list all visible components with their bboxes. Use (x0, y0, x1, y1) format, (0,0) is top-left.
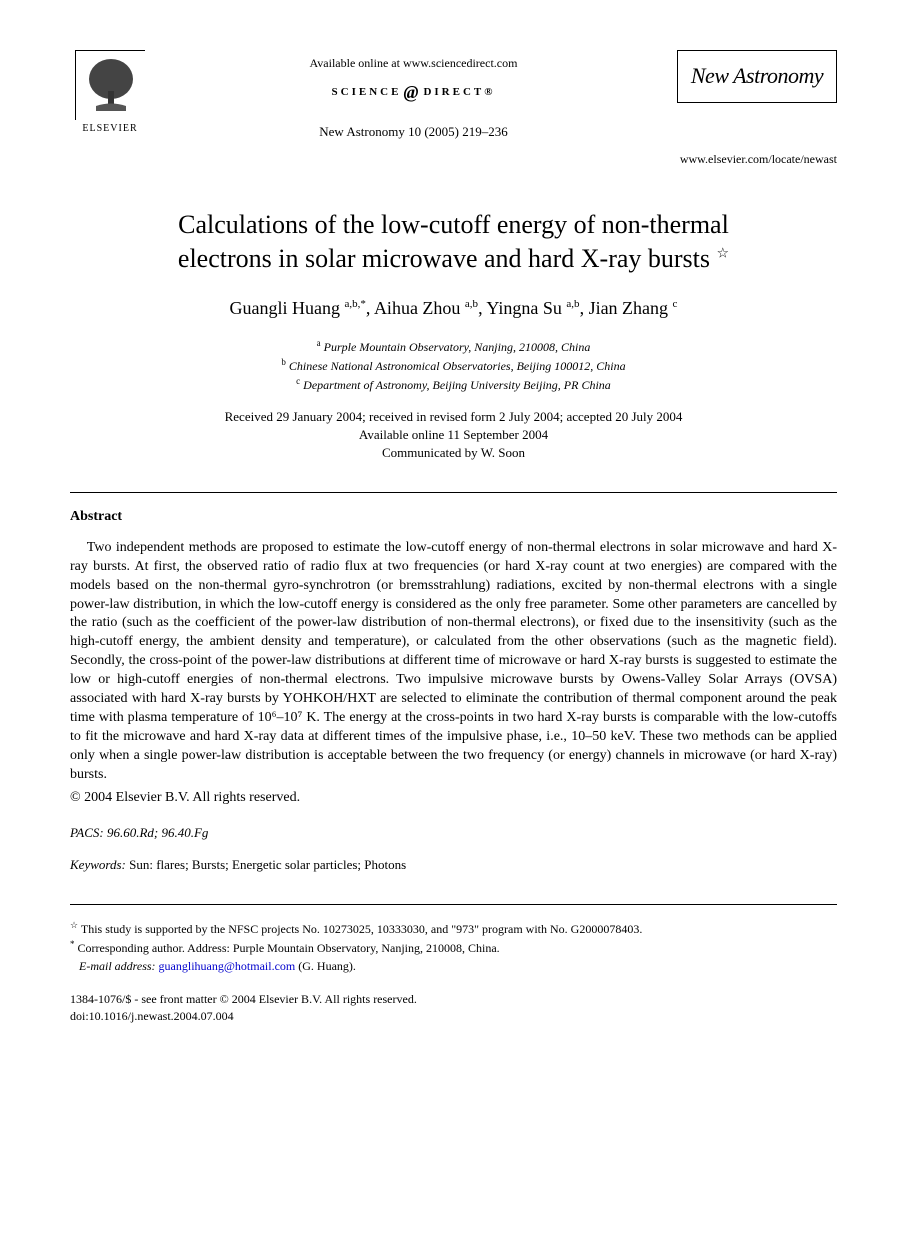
abstract-body: Two independent methods are proposed to … (70, 539, 837, 785)
keywords-label: Keywords: (70, 857, 126, 872)
issn-line: 1384-1076/$ - see front matter © 2004 El… (70, 991, 837, 1008)
email-suffix: (G. Huang). (298, 959, 356, 973)
journal-block: New Astronomy (677, 50, 837, 103)
abstract-copyright: © 2004 Elsevier B.V. All rights reserved… (70, 788, 837, 808)
sd-at-icon: @ (403, 80, 421, 105)
center-header: Available online at www.sciencedirect.co… (150, 50, 677, 141)
footnote-email: E-mail address: guanglihuang@hotmail.com… (70, 957, 837, 975)
divider-top (70, 492, 837, 493)
elsevier-text: ELSEVIER (82, 122, 137, 136)
available-online-text: Available online at www.sciencedirect.co… (150, 55, 677, 72)
pacs-values: 96.60.Rd; 96.40.Fg (107, 825, 208, 840)
article-dates: Received 29 January 2004; received in re… (70, 408, 837, 463)
received-date: Received 29 January 2004; received in re… (225, 409, 683, 424)
journal-reference: New Astronomy 10 (2005) 219–236 (150, 123, 677, 141)
affiliation-c: Department of Astronomy, Beijing Univers… (303, 378, 611, 392)
email-link[interactable]: guanglihuang@hotmail.com (159, 959, 296, 973)
abstract-heading: Abstract (70, 507, 837, 527)
article-title: Calculations of the low-cutoff energy of… (70, 208, 837, 276)
affiliation-a: Purple Mountain Observatory, Nanjing, 21… (324, 340, 591, 354)
science-right: DIRECT® (423, 86, 495, 98)
science-left: SCIENCE (332, 86, 402, 98)
online-date: Available online 11 September 2004 (359, 427, 548, 442)
journal-box: New Astronomy (677, 50, 837, 103)
author-1-aff: a,b,* (345, 298, 366, 310)
keywords-line: Keywords: Sun: flares; Bursts; Energetic… (70, 856, 837, 874)
keywords-values: Sun: flares; Bursts; Energetic solar par… (129, 857, 406, 872)
header-row: ELSEVIER Available online at www.science… (70, 50, 837, 141)
author-3: Yingna Su (486, 298, 562, 318)
footnotes: ☆ This study is supported by the NFSC pr… (70, 919, 837, 975)
author-1: Guangli Huang (230, 298, 340, 318)
elsevier-tree-icon (75, 50, 145, 120)
affiliation-b: Chinese National Astronomical Observator… (289, 359, 626, 373)
pacs-line: PACS: 96.60.Rd; 96.40.Fg (70, 824, 837, 842)
footnote-funding: ☆ This study is supported by the NFSC pr… (70, 919, 837, 938)
title-line1: Calculations of the low-cutoff energy of… (178, 210, 729, 239)
email-label: E-mail address: (79, 959, 156, 973)
author-4: Jian Zhang (589, 298, 668, 318)
footnote-funding-text: This study is supported by the NFSC proj… (81, 922, 642, 936)
author-4-aff: c (673, 298, 678, 310)
journal-url[interactable]: www.elsevier.com/locate/newast (70, 151, 837, 168)
affiliations: a Purple Mountain Observatory, Nanjing, … (70, 337, 837, 394)
front-matter: 1384-1076/$ - see front matter © 2004 El… (70, 991, 837, 1025)
title-footnote-star: ☆ (717, 246, 730, 261)
author-3-aff: a,b (566, 298, 579, 310)
author-2-aff: a,b (465, 298, 478, 310)
author-2: Aihua Zhou (374, 298, 460, 318)
footnote-corresponding-text: Corresponding author. Address: Purple Mo… (78, 941, 500, 955)
pacs-label: PACS: (70, 825, 104, 840)
divider-bottom (70, 904, 837, 905)
science-direct-logo: SCIENCE@DIRECT® (150, 80, 677, 105)
footnote-corresponding: * Corresponding author. Address: Purple … (70, 938, 837, 957)
doi-line: doi:10.1016/j.newast.2004.07.004 (70, 1008, 837, 1025)
journal-name: New Astronomy (686, 61, 828, 92)
title-line2: electrons in solar microwave and hard X-… (178, 244, 710, 273)
authors-list: Guangli Huang a,b,*, Aihua Zhou a,b, Yin… (70, 296, 837, 321)
elsevier-logo: ELSEVIER (70, 50, 150, 140)
communicated-by: Communicated by W. Soon (382, 445, 525, 460)
